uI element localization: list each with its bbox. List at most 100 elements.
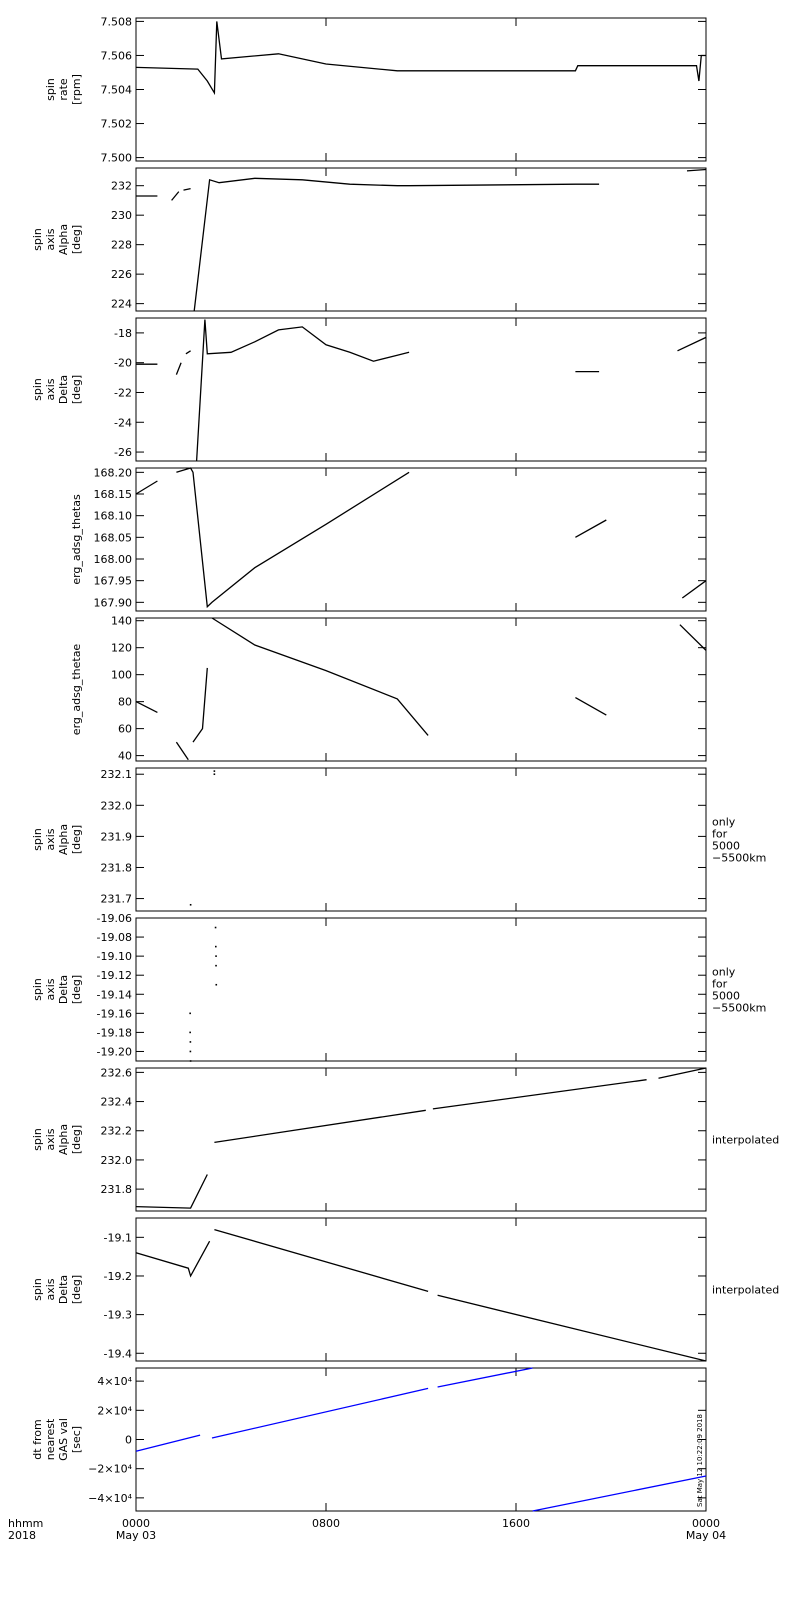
data-line <box>135 701 158 713</box>
data-point <box>189 1012 191 1015</box>
y-tick-label: 168.00 <box>94 553 133 566</box>
y-tick-label: -19.12 <box>97 969 132 982</box>
y-axis-label: dt fromnearestGAS val[sec] <box>31 1418 83 1461</box>
data-line <box>437 1367 533 1388</box>
y-tick-label: 168.10 <box>94 510 133 523</box>
plot-frame <box>135 467 707 612</box>
y-tick-label: -19.10 <box>97 950 132 963</box>
plot-frame <box>135 1067 707 1212</box>
data-point <box>189 1060 192 1062</box>
side-note: only for 5000 −5500km <box>712 966 766 1015</box>
x-tick-label: 1600 <box>502 1517 530 1530</box>
y-tick-label: -19.06 <box>97 912 132 925</box>
y-tick-label: -19.20 <box>97 1045 132 1058</box>
y-tick-label: -26 <box>114 446 132 459</box>
data-line <box>575 519 607 538</box>
plot-frame <box>135 917 707 1062</box>
y-tick-label: -19.3 <box>104 1309 132 1322</box>
y-axis-label: erg_adsg_thetae <box>70 644 83 736</box>
data-line <box>214 1109 426 1144</box>
data-line <box>575 697 607 716</box>
data-line <box>135 480 158 495</box>
y-tick-label: -22 <box>114 386 132 399</box>
y-tick-label: −2×10⁴ <box>88 1463 132 1476</box>
data-line <box>192 667 208 743</box>
y-tick-label: 7.500 <box>101 152 133 165</box>
y-tick-label: -20 <box>114 357 132 370</box>
y-axis-label: spinaxisDelta[deg] <box>31 975 83 1004</box>
y-tick-label: 231.7 <box>101 893 133 906</box>
side-note: interpolated <box>712 1134 779 1147</box>
data-point <box>189 1050 192 1053</box>
y-tick-label: 2×10⁴ <box>97 1404 132 1417</box>
y-axis-label: spinaxisAlpha[deg] <box>31 224 83 255</box>
y-tick-label: 232.0 <box>101 799 133 812</box>
y-tick-label: -19.1 <box>104 1231 132 1244</box>
y-tick-label: -19.16 <box>97 1007 132 1020</box>
data-line <box>171 191 180 201</box>
data-line <box>679 624 707 651</box>
y-tick-label: 7.504 <box>101 84 133 97</box>
data-point <box>214 926 217 929</box>
data-line <box>195 319 410 462</box>
y-tick-label: 232.2 <box>101 1125 133 1138</box>
timestamp: Sat May 12 10:22:09 2018 <box>696 1414 704 1507</box>
data-line <box>432 1079 647 1110</box>
data-line <box>658 1067 707 1079</box>
y-tick-label: 168.15 <box>94 488 133 501</box>
y-tick-label: 168.05 <box>94 531 133 544</box>
y-tick-label: -19.2 <box>104 1270 132 1283</box>
data-line <box>532 1475 707 1512</box>
data-line <box>135 1174 208 1209</box>
y-tick-label: 231.9 <box>101 830 133 843</box>
x-tick-label: 0000 May 04 <box>686 1517 726 1542</box>
data-point <box>213 773 216 776</box>
y-tick-label: 231.8 <box>101 1183 133 1196</box>
plot-frame <box>135 317 707 462</box>
data-point <box>215 983 218 986</box>
data-line <box>211 617 429 736</box>
y-tick-label: 232.4 <box>101 1096 133 1109</box>
y-tick-label: 120 <box>111 642 132 655</box>
data-line <box>185 350 191 355</box>
y-tick-label: 168.20 <box>94 466 133 479</box>
data-line <box>175 362 182 375</box>
plot-frame <box>135 1217 707 1362</box>
y-tick-label: 40 <box>118 750 132 763</box>
x-tick-label: 0000 May 03 <box>116 1517 156 1542</box>
y-tick-label: 232.6 <box>101 1066 133 1079</box>
data-point <box>215 945 217 948</box>
y-tick-label: 232.1 <box>101 768 133 781</box>
y-axis-label: spinaxisDelta[deg] <box>31 1275 83 1304</box>
y-tick-label: -19.18 <box>97 1026 132 1039</box>
data-line <box>176 467 410 609</box>
y-tick-label: 0 <box>125 1434 132 1447</box>
y-tick-label: 60 <box>118 723 132 736</box>
y-tick-label: −4×10⁴ <box>88 1492 132 1505</box>
data-line <box>681 580 707 599</box>
y-tick-label: 7.506 <box>101 49 133 62</box>
y-tick-label: 7.508 <box>101 15 133 28</box>
data-point <box>189 1031 191 1034</box>
y-tick-label: -19.08 <box>97 931 132 944</box>
data-point <box>215 964 217 967</box>
y-axis-label: spinrate[rpm] <box>44 74 83 105</box>
y-tick-label: 231.8 <box>101 861 133 874</box>
data-line <box>437 1294 707 1362</box>
y-tick-label: 226 <box>111 268 132 281</box>
y-tick-label: -19.14 <box>97 988 132 1001</box>
data-point <box>189 1041 192 1043</box>
plot-frame <box>135 17 707 162</box>
y-tick-label: 100 <box>111 669 132 682</box>
data-line <box>135 1434 201 1452</box>
data-line <box>183 187 191 191</box>
side-note: only for 5000 −5500km <box>712 816 766 865</box>
y-tick-label: 140 <box>111 615 132 628</box>
y-tick-label: 228 <box>111 239 132 252</box>
y-axis-label: spinaxisAlpha[deg] <box>31 824 83 855</box>
y-tick-label: 232.0 <box>101 1154 133 1167</box>
y-tick-label: -19.4 <box>104 1347 132 1360</box>
data-point <box>213 770 216 772</box>
y-axis-label: erg_adsg_thetas <box>70 494 83 585</box>
data-line <box>686 168 707 172</box>
